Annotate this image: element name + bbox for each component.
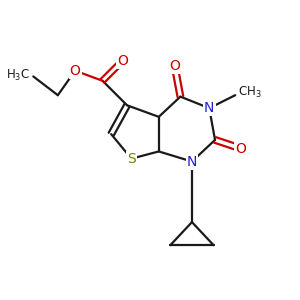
Text: N: N (187, 154, 197, 169)
Text: O: O (169, 59, 180, 73)
Text: N: N (204, 101, 214, 115)
Text: CH$_3$: CH$_3$ (238, 85, 262, 100)
Text: H$_3$C: H$_3$C (6, 68, 30, 82)
Text: O: O (236, 142, 246, 156)
Text: S: S (127, 152, 136, 166)
Text: O: O (117, 54, 128, 68)
Text: O: O (70, 64, 81, 78)
